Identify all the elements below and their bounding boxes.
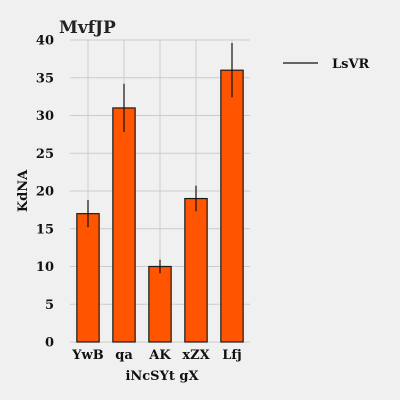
y-tick-label: 40	[36, 34, 54, 49]
y-tick-label: 35	[36, 71, 54, 86]
bars	[76, 69, 244, 343]
y-tick-label: 20	[36, 185, 54, 200]
y-tick-label: 30	[36, 109, 54, 124]
bar	[220, 69, 244, 343]
x-tick-label: qa	[115, 348, 133, 363]
x-tick-label: AK	[148, 348, 171, 363]
y-axis-label: KdNA	[16, 169, 31, 212]
bar	[76, 213, 100, 343]
x-tick-label: xZX	[182, 348, 210, 363]
y-tick-label: 25	[36, 147, 54, 162]
y-tick-labels: 0 5 10 15 20 25 30 35 40	[36, 34, 54, 351]
y-tick-label: 10	[36, 260, 54, 275]
chart-title: MvfJP	[59, 18, 116, 38]
x-tick-label: YwB	[71, 348, 103, 363]
bar	[148, 265, 172, 343]
bar	[184, 197, 208, 343]
error-bars	[87, 43, 233, 274]
y-tick-label: 15	[36, 222, 54, 237]
x-axis-label: iNcSYt gX	[125, 369, 199, 384]
y-tick-label: 5	[45, 298, 54, 313]
x-tick-labels: YwB qa AK xZX Lfj	[71, 348, 241, 363]
bar	[112, 107, 136, 343]
legend-label: LsVR	[332, 57, 370, 72]
legend: LsVR	[283, 57, 370, 72]
y-tick-label: 0	[45, 336, 54, 351]
x-tick-label: Lfj	[222, 348, 241, 363]
